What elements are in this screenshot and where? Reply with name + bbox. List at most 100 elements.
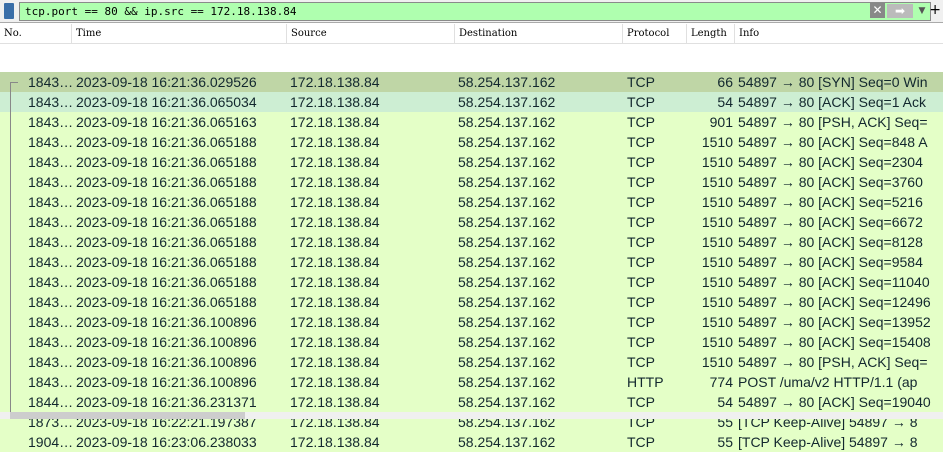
packet-row[interactable]: 1843… 2023-09-18 16:21:36.065188 172.18.13… <box>0 172 943 192</box>
bookmark-icon[interactable] <box>4 3 14 19</box>
horizontal-scrollbar[interactable] <box>0 412 943 419</box>
packet-source: 172.18.138.84 <box>290 134 380 150</box>
column-header-time[interactable]: Time <box>72 24 287 44</box>
packet-info: 54897 → 80 [ACK] Seq=2304 <box>738 154 923 170</box>
packet-length: 1510 <box>701 294 733 310</box>
packet-info: 54897 → 80 [ACK] Seq=8128 <box>738 234 923 250</box>
packet-no: 1843… <box>28 94 74 110</box>
packet-time: 2023-09-18 16:21:36.029526 <box>76 74 257 90</box>
packet-row[interactable]: 1844… 2023-09-18 16:21:36.231371 172.18.13… <box>0 392 943 412</box>
column-header-destination[interactable]: Destination <box>455 24 623 44</box>
packet-source: 172.18.138.84 <box>290 114 380 130</box>
packet-length: 901 <box>709 114 733 130</box>
packet-row[interactable]: 1843… 2023-09-18 16:21:36.100896 172.18.13… <box>0 312 943 332</box>
packet-row[interactable]: 1843… 2023-09-18 16:21:36.100896 172.18.13… <box>0 352 943 372</box>
apply-filter-button[interactable]: ➡ <box>887 3 913 18</box>
packet-source: 172.18.138.84 <box>290 74 380 90</box>
add-filter-button[interactable]: + <box>929 2 941 18</box>
packet-time: 2023-09-18 16:21:36.065188 <box>76 294 257 310</box>
packet-time: 2023-09-18 16:21:36.065188 <box>76 154 257 170</box>
column-header-no[interactable]: No. <box>0 24 72 44</box>
packet-row[interactable]: 1904… 2023-09-18 16:23:06.238033 172.18.13… <box>0 432 943 452</box>
packet-row[interactable]: 1843… 2023-09-18 16:21:36.065188 172.18.13… <box>0 272 943 292</box>
packet-length: 1510 <box>701 154 733 170</box>
packet-info: 54897 → 80 [ACK] Seq=11040 <box>738 274 930 290</box>
packet-destination: 58.254.137.162 <box>458 134 556 150</box>
packet-row[interactable]: 1843… 2023-09-18 16:21:36.065188 172.18.13… <box>0 232 943 252</box>
packet-source: 172.18.138.84 <box>290 174 380 190</box>
packet-no: 1843… <box>28 194 74 210</box>
packet-length: 1510 <box>701 354 733 370</box>
packet-info: 54897 → 80 [ACK] Seq=5216 <box>738 194 923 210</box>
packet-info: 54897 → 80 [ACK] Seq=1 Ack <box>738 94 926 110</box>
packet-destination: 58.254.137.162 <box>458 374 556 390</box>
packet-protocol: TCP <box>627 74 655 90</box>
packet-source: 172.18.138.84 <box>290 194 380 210</box>
packet-no: 1843… <box>28 114 74 130</box>
column-header-protocol[interactable]: Protocol <box>623 24 687 44</box>
packet-protocol: TCP <box>627 294 655 310</box>
packet-no: 1843… <box>28 174 74 190</box>
column-header-length[interactable]: Length <box>687 24 735 44</box>
packet-row[interactable]: 1843… 2023-09-18 16:21:36.065188 172.18.13… <box>0 292 943 312</box>
packet-row[interactable]: 1843… 2023-09-18 16:21:36.100896 172.18.13… <box>0 372 943 392</box>
packet-protocol: TCP <box>627 154 655 170</box>
packet-length: 1510 <box>701 314 733 330</box>
packet-no: 1904… <box>28 434 74 450</box>
packet-time: 2023-09-18 16:21:36.065188 <box>76 254 257 270</box>
scrollbar-thumb[interactable] <box>10 412 245 419</box>
packet-source: 172.18.138.84 <box>290 374 380 390</box>
packet-destination: 58.254.137.162 <box>458 234 556 250</box>
packet-destination: 58.254.137.162 <box>458 194 556 210</box>
packet-length: 66 <box>717 74 733 90</box>
packet-info: 54897 → 80 [ACK] Seq=12496 <box>738 294 931 310</box>
packet-row[interactable]: 1843… 2023-09-18 16:21:36.065034 172.18.13… <box>0 92 943 112</box>
packet-length: 1510 <box>701 174 733 190</box>
packet-row[interactable]: 1843… 2023-09-18 16:21:36.100896 172.18.13… <box>0 332 943 352</box>
packet-source: 172.18.138.84 <box>290 394 380 410</box>
display-filter-input[interactable]: tcp.port == 80 && ip.src == 172.18.138.8… <box>19 2 931 21</box>
packet-row[interactable]: 1843… 2023-09-18 16:21:36.065188 172.18.13… <box>0 132 943 152</box>
packet-row[interactable]: 1843… 2023-09-18 16:21:36.065188 172.18.13… <box>0 152 943 172</box>
packet-source: 172.18.138.84 <box>290 234 380 250</box>
clear-filter-button[interactable]: ✕ <box>870 3 885 18</box>
display-filter-toolbar: tcp.port == 80 && ip.src == 172.18.138.8… <box>0 0 943 23</box>
packet-destination: 58.254.137.162 <box>458 254 556 270</box>
packet-time: 2023-09-18 16:21:36.065188 <box>76 214 257 230</box>
packet-length: 1510 <box>701 134 733 150</box>
packet-destination: 58.254.137.162 <box>458 154 556 170</box>
packet-protocol: TCP <box>627 114 655 130</box>
packet-source: 172.18.138.84 <box>290 294 380 310</box>
packet-length: 1510 <box>701 254 733 270</box>
packet-row[interactable]: 1843… 2023-09-18 16:21:36.029526 172.18.13… <box>0 72 943 92</box>
column-header-info[interactable]: Info <box>739 28 760 39</box>
packet-protocol: TCP <box>627 214 655 230</box>
packet-info: 54897 → 80 [ACK] Seq=9584 <box>738 254 923 270</box>
packet-no: 1843… <box>28 134 74 150</box>
packet-info: 54897 → 80 [SYN] Seq=0 Win <box>738 74 928 90</box>
packet-protocol: TCP <box>627 174 655 190</box>
packet-source: 172.18.138.84 <box>290 314 380 330</box>
packet-destination: 58.254.137.162 <box>458 94 556 110</box>
packet-no: 1843… <box>28 274 74 290</box>
packet-info: 54897 → 80 [ACK] Seq=13952 <box>738 314 931 330</box>
packet-time: 2023-09-18 16:21:36.065163 <box>76 114 257 130</box>
packet-row[interactable]: 1843… 2023-09-18 16:21:36.065163 172.18.13… <box>0 112 943 132</box>
packet-no: 1843… <box>28 74 74 90</box>
packet-length: 1510 <box>701 334 733 350</box>
packet-source: 172.18.138.84 <box>290 274 380 290</box>
packet-source: 172.18.138.84 <box>290 434 380 450</box>
packet-row[interactable]: 1843… 2023-09-18 16:21:36.065188 172.18.13… <box>0 192 943 212</box>
conversation-bracket <box>10 82 11 412</box>
packet-length: 54 <box>717 94 733 110</box>
packet-row[interactable]: 1843… 2023-09-18 16:21:36.065188 172.18.13… <box>0 252 943 272</box>
packet-info: 54897 → 80 [ACK] Seq=19040 <box>738 394 931 410</box>
packet-no: 1843… <box>28 334 74 350</box>
packet-time: 2023-09-18 16:21:36.100896 <box>76 334 257 350</box>
packet-row[interactable]: 1843… 2023-09-18 16:21:36.065188 172.18.13… <box>0 212 943 232</box>
packet-length: 774 <box>709 374 733 390</box>
packet-destination: 58.254.137.162 <box>458 74 556 90</box>
filter-history-dropdown[interactable]: ▼ <box>918 5 926 16</box>
column-header-source[interactable]: Source <box>287 24 455 44</box>
packet-protocol: TCP <box>627 194 655 210</box>
